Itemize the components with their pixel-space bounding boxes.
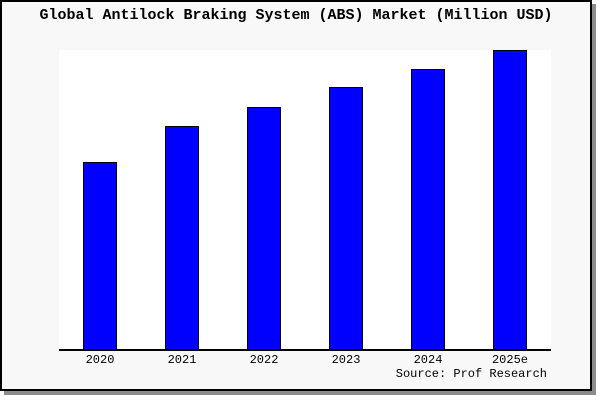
x-tick-label-2021: 2021 (167, 353, 197, 367)
x-tick-label-2022: 2022 (249, 353, 279, 367)
bar-2020 (83, 161, 117, 350)
bar-2021 (165, 125, 199, 350)
x-axis-labels: 2020 2021 2022 2023 2024 2025e (59, 354, 551, 367)
chart-frame: Global Antilock Braking System (ABS) Mar… (0, 0, 592, 391)
bar-2025e (493, 50, 527, 350)
bar-2024 (411, 68, 445, 350)
x-tick-label-2024: 2024 (413, 353, 443, 367)
plot-area (59, 50, 551, 350)
x-tick-label-2025e: 2025e (491, 353, 528, 367)
chart-title: Global Antilock Braking System (ABS) Mar… (39, 7, 553, 24)
x-tick-label-2020: 2020 (85, 353, 115, 367)
bar-2022 (247, 106, 281, 350)
x-tick-label-2023: 2023 (331, 353, 361, 367)
bars-container (59, 50, 551, 350)
x-axis-line (59, 348, 551, 351)
bar-2023 (329, 86, 363, 350)
source-text: Source: Prof Research (395, 367, 547, 381)
